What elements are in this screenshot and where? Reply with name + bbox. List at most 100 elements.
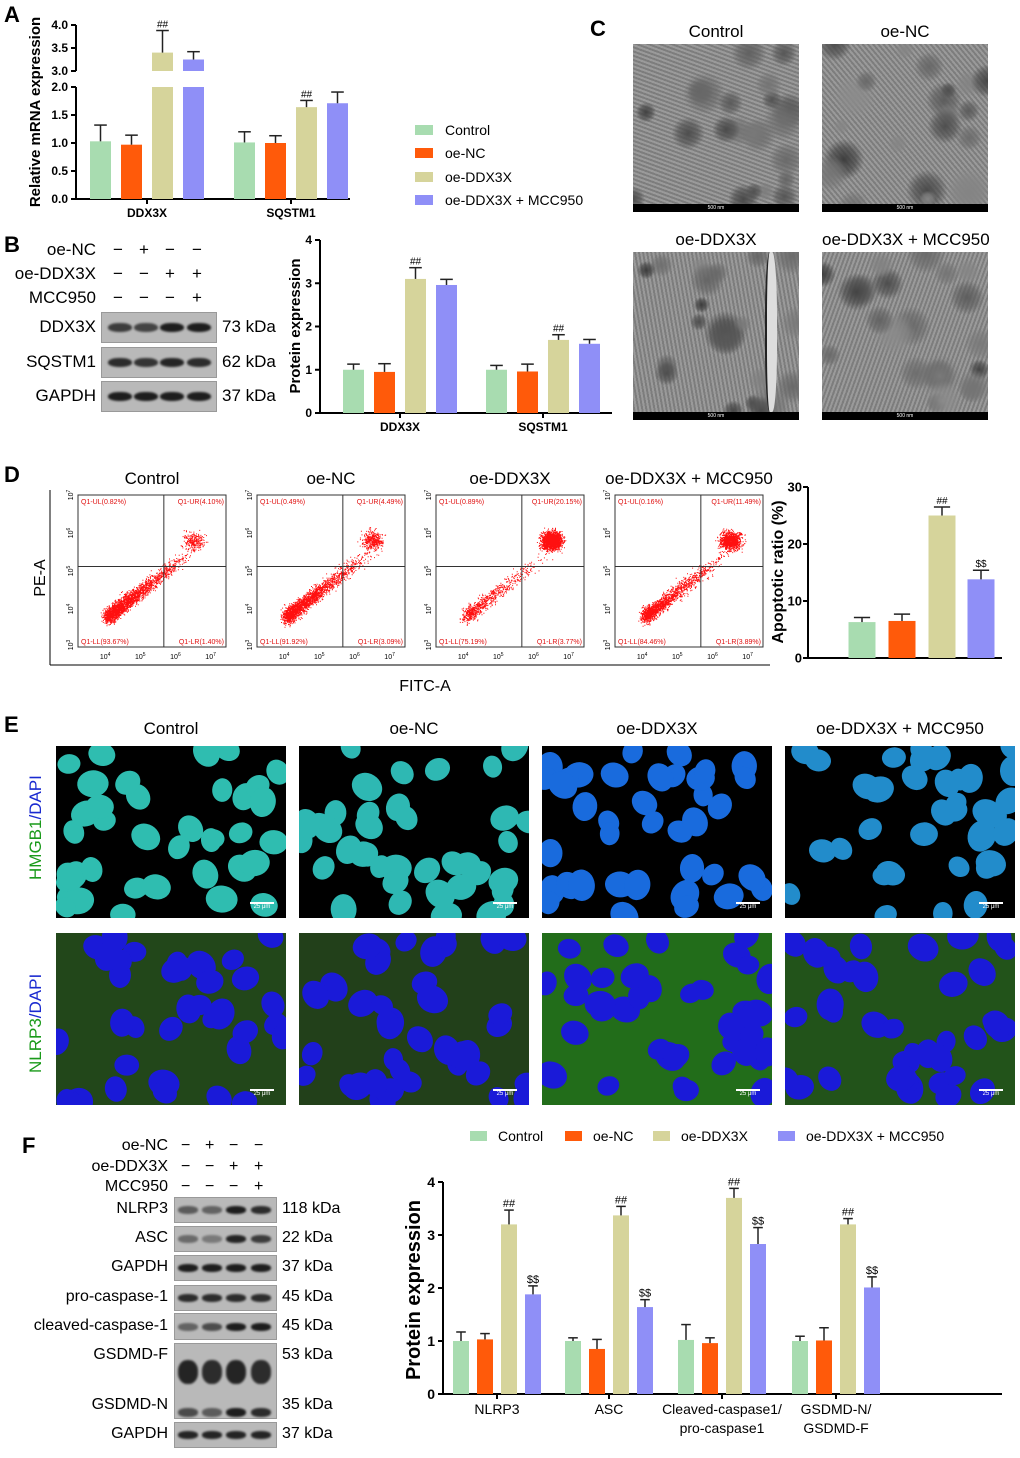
condition-label-mcc950: MCC950 xyxy=(104,1178,168,1195)
nucleus xyxy=(250,893,278,917)
y-tick-label: 103 xyxy=(245,639,254,650)
x-tick-label: 107 xyxy=(563,652,574,661)
y-tick-label: 103 xyxy=(603,639,612,650)
blot-row-label: DDX3X xyxy=(39,317,96,337)
nucleus xyxy=(355,812,383,840)
molecular-weight-label: 37 kDa xyxy=(222,386,276,406)
exponent: 3 xyxy=(603,639,609,642)
nucleus xyxy=(56,897,77,918)
x-tick-label: GSDMD-N/ xyxy=(801,1401,872,1417)
exponent: 7 xyxy=(245,489,251,492)
nucleus xyxy=(568,869,595,901)
condition-sign: − xyxy=(139,288,149,307)
protein-band xyxy=(226,1322,246,1331)
condition-sign: + xyxy=(254,1158,264,1175)
nucleus xyxy=(939,971,968,997)
nucleus xyxy=(228,822,253,844)
nucleus xyxy=(944,800,968,822)
bar xyxy=(864,1287,880,1394)
panel-label-a: A xyxy=(4,2,20,27)
x-tick-label: Cleaved-caspase1/ xyxy=(662,1401,782,1417)
nucleus xyxy=(737,955,760,975)
quadrant-ur: Q1-UR(11.49%) xyxy=(711,499,761,506)
condition-sign: − xyxy=(192,240,202,259)
exponent: 3 xyxy=(66,639,72,642)
protein-band xyxy=(178,1360,198,1384)
blot-strip xyxy=(101,381,217,412)
nucleus xyxy=(395,805,418,831)
nucleus xyxy=(603,934,629,958)
nlrp3-dapi-image: 25 μm xyxy=(56,933,286,1105)
y-tick-label: 1.0 xyxy=(51,136,68,150)
x-tick-label: 105 xyxy=(314,652,325,661)
y-tick-label: 0.5 xyxy=(51,164,68,178)
x-tick-label: 107 xyxy=(384,652,395,661)
nucleus xyxy=(975,850,1006,877)
nucleus xyxy=(969,1078,996,1105)
nucleus xyxy=(907,933,939,962)
blot-strip xyxy=(174,1285,277,1311)
legend-label: Control xyxy=(445,121,491,138)
nucleus xyxy=(433,1035,461,1065)
nucleus xyxy=(441,851,467,876)
molecular-weight-label: 45 kDa xyxy=(282,1288,333,1306)
blot-row-label: GSDMD-N xyxy=(91,1396,168,1414)
condition-sign: − xyxy=(113,288,123,307)
bar xyxy=(726,1197,742,1394)
nucleus xyxy=(901,765,928,791)
x-tick-label: 105 xyxy=(672,652,683,661)
nucleus xyxy=(178,815,204,842)
nucleus xyxy=(390,761,414,785)
nucleus xyxy=(266,759,286,785)
bar xyxy=(548,339,569,413)
legend-item: oe-DDX3X xyxy=(415,165,583,189)
bar xyxy=(888,620,916,658)
molecular-weight-label: 37 kDa xyxy=(282,1258,333,1276)
x-tick-label: 105 xyxy=(493,652,504,661)
nucleus xyxy=(680,983,702,1004)
nucleus xyxy=(785,1074,814,1100)
quadrant-ul: Q1-UL(0.89%) xyxy=(439,499,484,506)
nucleus xyxy=(193,746,220,767)
significance-mark: ## xyxy=(553,324,565,335)
nucleus xyxy=(161,957,190,983)
quadrant-ll: Q1-LL(91.92%) xyxy=(260,639,308,646)
scale-bar: 25 μm xyxy=(250,902,274,910)
y-tick-label: 107 xyxy=(424,489,433,500)
tem-title: Control xyxy=(688,22,744,41)
x-tick-label: NLRP3 xyxy=(474,1401,519,1417)
nucleus xyxy=(152,1081,177,1104)
bar xyxy=(565,1341,581,1394)
significance-mark: ## xyxy=(842,1207,855,1219)
nucleus xyxy=(63,820,85,844)
nucleus xyxy=(802,937,830,968)
blot-strip xyxy=(174,1343,277,1419)
tem-title: oe-DDX3X xyxy=(675,230,757,249)
protein-band xyxy=(178,1431,198,1440)
bar xyxy=(525,1294,541,1394)
nucleus xyxy=(542,1061,567,1089)
condition-sign: − xyxy=(205,1158,215,1175)
bar-chart-a: 0.0 0.5 1.0 1.5 2.0 3.0 3.5 4.0 Relative mRNA ex… xyxy=(27,17,350,220)
nucleus xyxy=(159,1016,183,1041)
x-tick-label: 107 xyxy=(742,652,753,661)
legend-label: oe-DDX3X xyxy=(681,1128,749,1144)
nucleus xyxy=(597,1076,620,1096)
protein-band xyxy=(226,1235,246,1244)
condition-label-oe-ddx3x: oe-DDX3X xyxy=(91,1158,168,1175)
condition-sign: − xyxy=(139,264,149,283)
flow-plot: Control Q1-UL(0.82%) Q1-UR(4.10%) Q1-LL(93.… xyxy=(66,469,227,661)
nucleus xyxy=(548,771,578,799)
nucleus xyxy=(927,1044,953,1073)
flow-title: Control xyxy=(125,469,180,488)
nucleus xyxy=(115,770,141,795)
nucleus xyxy=(491,877,514,903)
exponent: 7 xyxy=(571,652,574,658)
scale-bar: 500 nm xyxy=(633,204,799,212)
exponent: 4 xyxy=(287,652,290,658)
nucleus xyxy=(934,769,960,798)
blot-row-label: GAPDH xyxy=(111,1425,168,1443)
nucleus xyxy=(231,966,260,991)
nucleus xyxy=(85,794,114,819)
nucleus xyxy=(352,933,383,960)
